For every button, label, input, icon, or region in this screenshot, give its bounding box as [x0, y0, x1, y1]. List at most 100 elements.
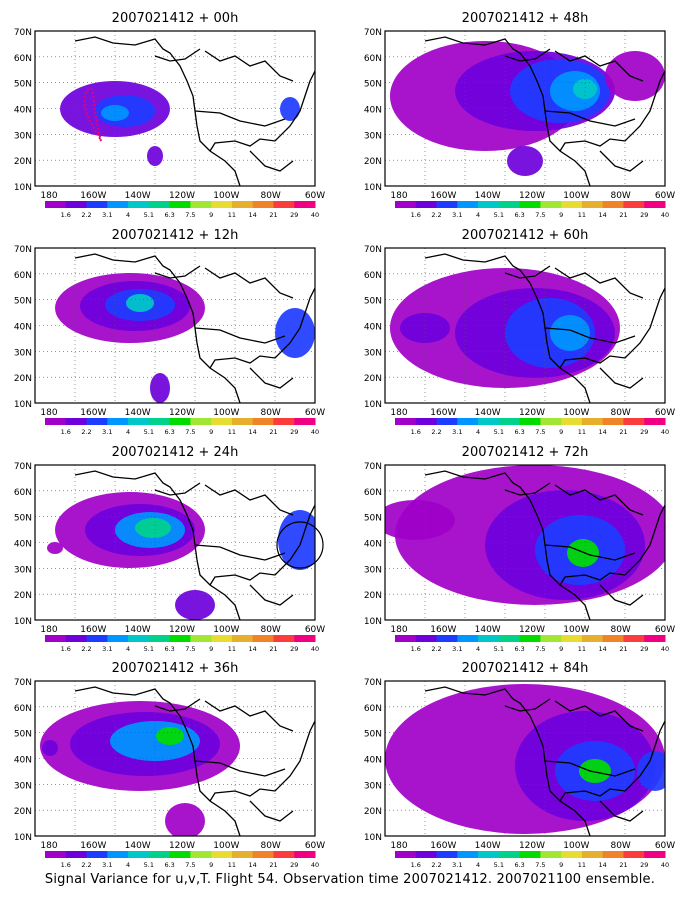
lon-label: 180	[390, 841, 407, 851]
map-panel-00h: 2007021412 + 00h 70N 60N 50N 40N 30N 20N 10N 180…	[14, 11, 325, 219]
lat-label: 10N	[14, 183, 32, 193]
colorbar-label: 9	[209, 861, 213, 869]
colorbar-segment	[45, 201, 67, 208]
colorbar-segment	[45, 635, 67, 642]
lat-label: 70N	[364, 245, 382, 255]
variance-contour	[567, 539, 599, 567]
colorbar-segment	[561, 418, 583, 425]
coastline-segment	[599, 367, 644, 389]
coastline-segment	[599, 800, 644, 822]
colorbar-segment	[561, 635, 583, 642]
colorbar: 1.6 2.2 3.1 4 5.1 6.3 7.5 9 11 14 21 29 40	[395, 635, 669, 653]
colorbar-label: 5.1	[144, 645, 154, 653]
colorbar-label: 2.2	[431, 211, 441, 219]
colorbar-segment	[415, 418, 438, 425]
lon-label: 60W	[305, 625, 325, 635]
lon-label: 80W	[610, 408, 630, 418]
variance-contour	[275, 308, 315, 358]
lat-label: 40N	[14, 756, 32, 766]
lon-label: 120W	[519, 841, 545, 851]
colorbar-segment	[211, 635, 233, 642]
lat-label: 30N	[14, 781, 32, 791]
colorbar-segment	[211, 851, 233, 858]
coastline-segment	[209, 504, 315, 586]
colorbar-segment	[273, 201, 295, 208]
colorbar-label: 9	[209, 645, 213, 653]
lon-label: 60W	[655, 191, 675, 201]
colorbar-segment	[148, 201, 171, 208]
colorbar: 1.6 2.2 3.1 4 5.1 6.3 7.5 9 11 14 21 29 40	[45, 851, 319, 869]
colorbar-segment	[211, 201, 233, 208]
colorbar-label: 29	[640, 428, 648, 436]
coastline-segment	[424, 686, 591, 836]
coastline-segment	[544, 760, 636, 777]
panel-title: 2007021412 + 12h	[112, 228, 239, 243]
colorbar-segment	[436, 851, 458, 858]
colorbar-label: 40	[311, 211, 319, 219]
colorbar-label: 3.1	[452, 861, 462, 869]
lon-label: 100W	[213, 408, 239, 418]
lat-label: 30N	[14, 565, 32, 575]
colorbar-label: 6.3	[514, 645, 524, 653]
colorbar-segment	[415, 851, 438, 858]
lat-label: 50N	[14, 514, 32, 524]
colorbar-label: 29	[640, 861, 648, 869]
variance-shading	[385, 465, 665, 605]
lon-label: 100W	[563, 625, 589, 635]
lon-label: 160W	[430, 191, 456, 201]
variance-shading	[60, 81, 300, 166]
colorbar-segment	[602, 635, 624, 642]
lat-label: 10N	[14, 617, 32, 627]
colorbar-segment	[457, 201, 479, 208]
lat-label: 20N	[14, 591, 32, 601]
map-panel-12h: 2007021412 + 12h 70N 60N 50N 40N 30N 20N 10N 180…	[14, 228, 325, 436]
coastline	[74, 36, 315, 186]
lon-label: 160W	[430, 625, 456, 635]
coastline-segment	[504, 482, 551, 496]
colorbar-label: 1.6	[411, 861, 421, 869]
lat-label: 40N	[364, 323, 382, 333]
map-panel-84h: 2007021412 + 84h 70N 60N 50N 40N 30N 20N 10N 180…	[364, 661, 675, 869]
colorbar-segment	[602, 851, 624, 858]
lat-label: 50N	[364, 514, 382, 524]
lon-label: 100W	[213, 191, 239, 201]
colorbar-label: 40	[311, 428, 319, 436]
colorbar-segment	[294, 418, 316, 425]
colorbar-label: 9	[559, 645, 563, 653]
colorbar-segment	[602, 418, 624, 425]
lon-label: 100W	[563, 841, 589, 851]
colorbar-segment	[478, 418, 500, 425]
colorbar-segment	[395, 851, 417, 858]
colorbar-label: 7.5	[185, 645, 195, 653]
colorbar-segment	[148, 851, 171, 858]
coastline-segment	[204, 700, 294, 732]
variance-contour	[280, 97, 300, 121]
colorbar-segment	[65, 851, 88, 858]
colorbar-label: 40	[311, 861, 319, 869]
lat-label: 50N	[364, 730, 382, 740]
colorbar-label: 40	[661, 428, 669, 436]
colorbar-segment	[415, 201, 438, 208]
colorbar-segment	[395, 635, 417, 642]
lon-label: 80W	[260, 841, 280, 851]
colorbar-label: 29	[640, 211, 648, 219]
colorbar-segment	[294, 635, 316, 642]
colorbar-segment	[252, 635, 274, 642]
lon-label: 120W	[519, 408, 545, 418]
panel-title: 2007021412 + 72h	[462, 445, 589, 460]
variance-contour	[47, 542, 63, 554]
lat-label: 40N	[364, 540, 382, 550]
lon-label: 160W	[80, 191, 106, 201]
lat-label: 60N	[14, 271, 32, 281]
colorbar-segment	[190, 635, 212, 642]
colorbar-label: 6.3	[514, 428, 524, 436]
coastline-segment	[544, 110, 636, 127]
flight-track	[83, 87, 102, 142]
colorbar-segment	[190, 201, 212, 208]
colorbar-segment	[190, 851, 212, 858]
lon-label: 160W	[430, 841, 456, 851]
colorbar-label: 40	[661, 861, 669, 869]
colorbar-label: 4	[126, 645, 130, 653]
colorbar-segment	[415, 635, 438, 642]
lat-label: 30N	[364, 131, 382, 141]
